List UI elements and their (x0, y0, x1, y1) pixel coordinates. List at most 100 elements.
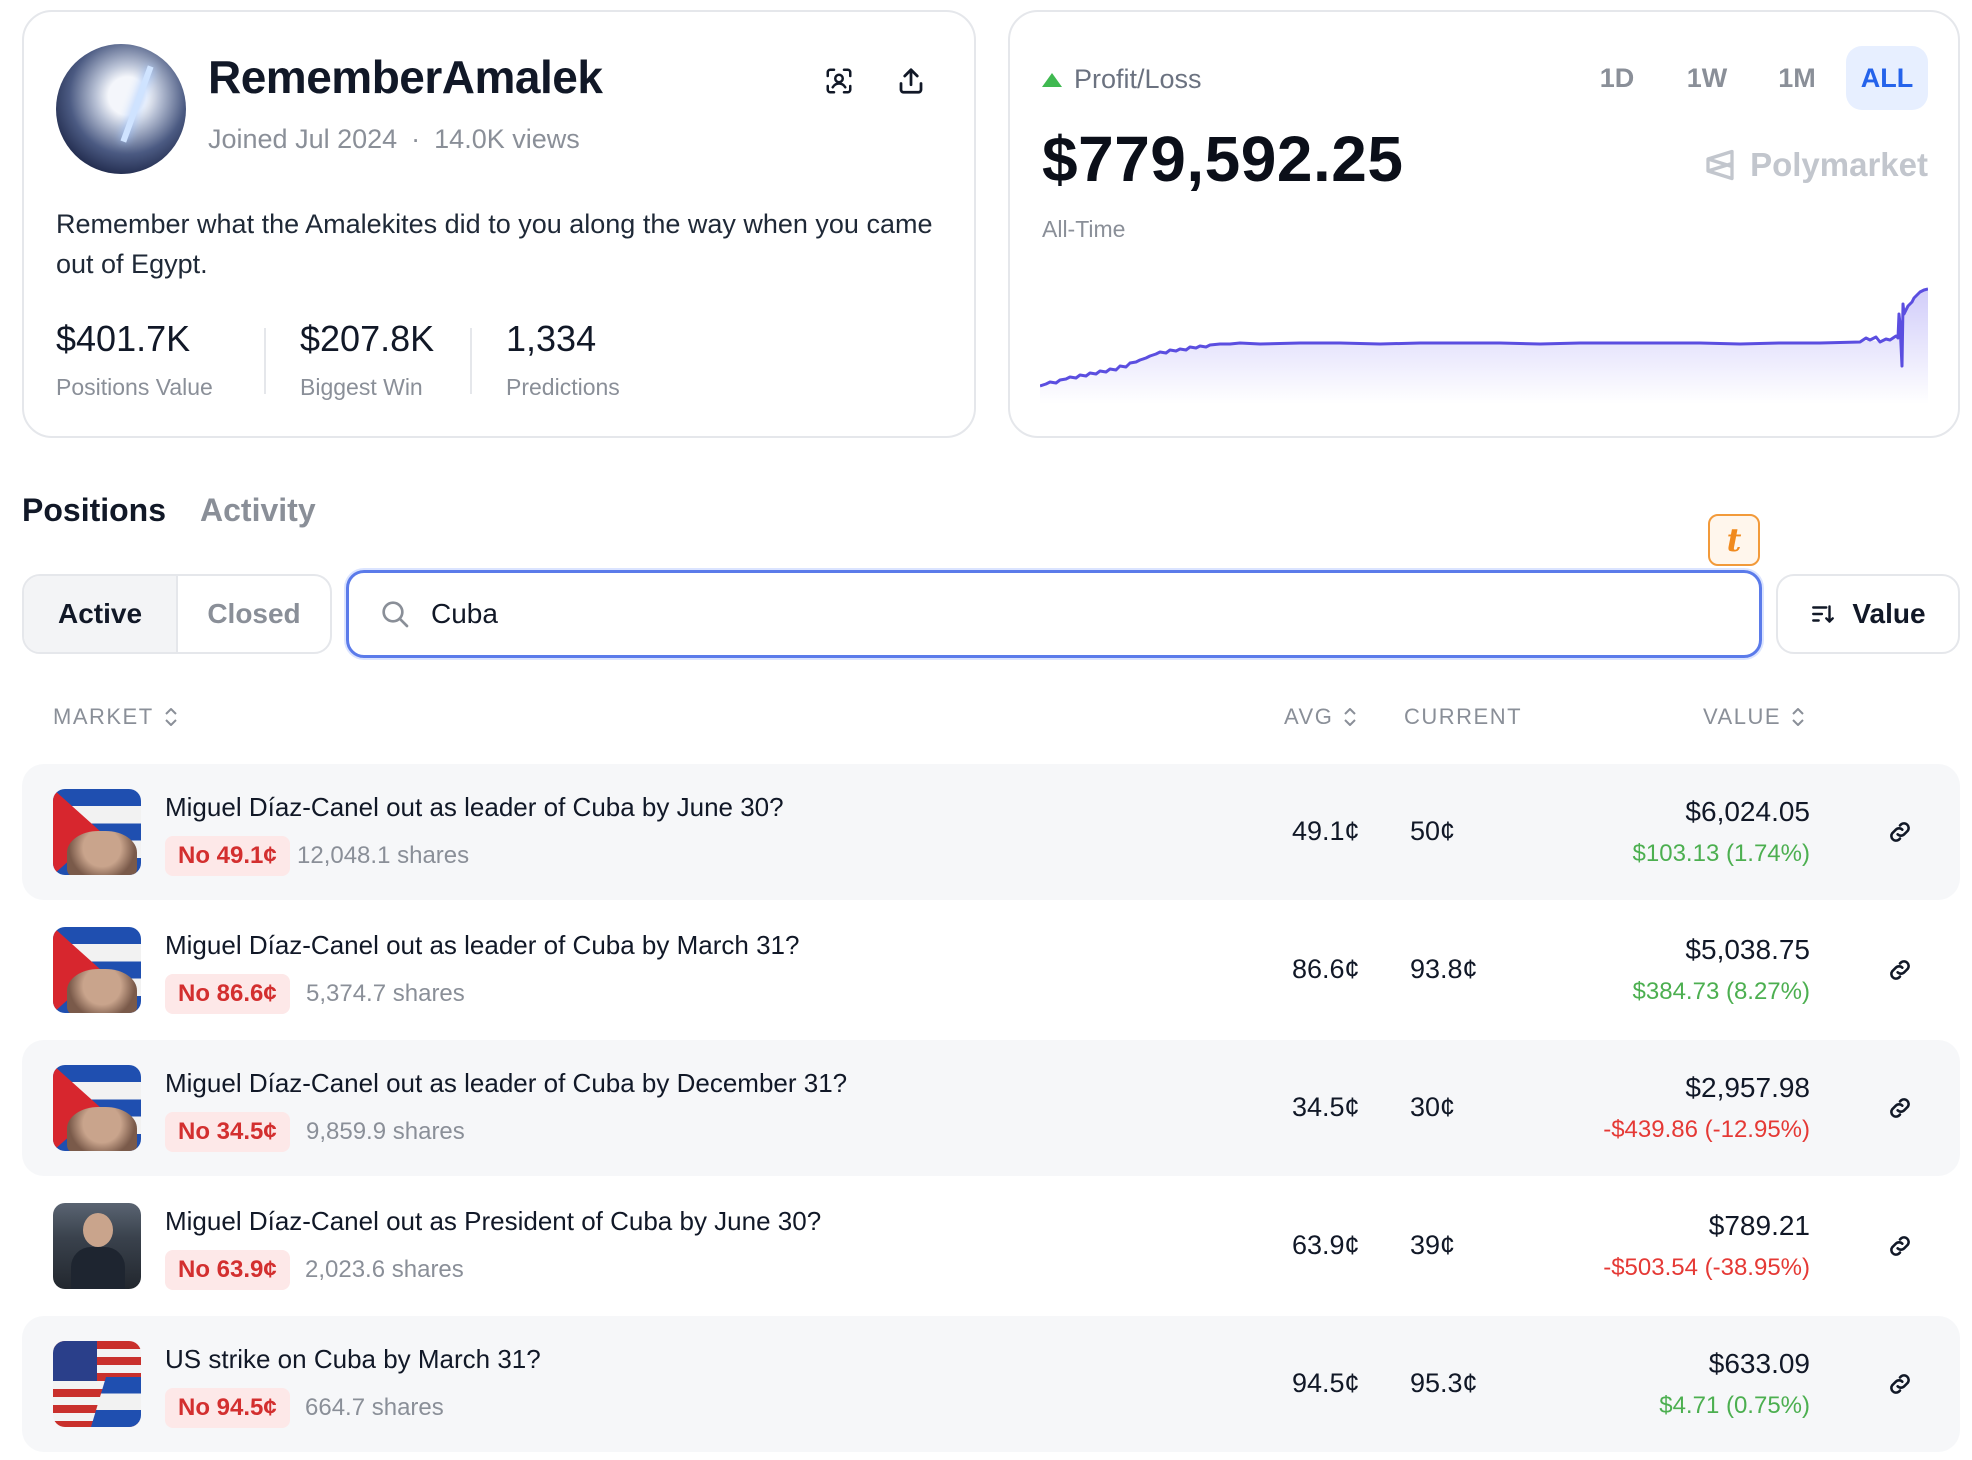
stat-value: $401.7K (56, 318, 191, 359)
market-title[interactable]: Miguel Díaz-Canel out as leader of Cuba … (165, 1068, 848, 1098)
column-header-label: AVG (1284, 704, 1334, 729)
link-button[interactable] (1882, 1090, 1918, 1126)
market-title[interactable]: Miguel Díaz-Canel out as President of Cu… (165, 1206, 822, 1236)
share-count: 2,023.6 shares (305, 1256, 464, 1283)
chart-line (1040, 287, 1928, 388)
link-button[interactable] (1882, 952, 1918, 988)
view-count: 14.0K views (434, 124, 580, 154)
polymarket-brand: Polymarket (1702, 146, 1928, 184)
search-box[interactable] (346, 570, 1762, 658)
sort-icon (1812, 605, 1835, 623)
search-input[interactable] (431, 598, 1631, 630)
section-tabs: Positions Activity (22, 492, 316, 529)
share-count: 12,048.1 shares (297, 842, 470, 869)
extension-badge-icon[interactable]: t (1708, 514, 1760, 566)
filter-active-button[interactable]: Active (24, 576, 178, 652)
link-icon (1890, 960, 1910, 980)
profit-loss-label: Profit/Loss (1042, 64, 1202, 95)
outcome-pill: No 94.5¢ (165, 1388, 290, 1428)
table-row[interactable]: US strike on Cuba by March 31? No 94.5¢ … (22, 1316, 1960, 1452)
outcome-pill: No 34.5¢ (165, 1112, 290, 1152)
tab-activity[interactable]: Activity (200, 492, 316, 528)
position-pnl: $103.13 (1.74%) (1632, 840, 1810, 867)
sort-updown-icon (1792, 708, 1804, 726)
position-pnl: $4.71 (0.75%) (1659, 1392, 1810, 1419)
position-value: $633.09 (1708, 1348, 1810, 1379)
sort-label: Value (1852, 598, 1926, 629)
search-icon (382, 601, 409, 628)
column-header-market[interactable]: MARKET (53, 704, 180, 730)
market-title[interactable]: Miguel Díaz-Canel out as leader of Cuba … (165, 930, 800, 960)
link-icon (1890, 1098, 1910, 1118)
column-header-label: MARKET (53, 704, 154, 729)
share-count: 664.7 shares (305, 1394, 444, 1421)
stat-predictions: 1,334 Predictions (506, 318, 620, 401)
stat-label: Predictions (506, 374, 620, 400)
position-pnl: -$439.86 (-12.95%) (1603, 1116, 1810, 1143)
profile-meta: Joined Jul 2024 · 14.0K views (208, 124, 580, 155)
table-row[interactable]: Miguel Díaz-Canel out as leader of Cuba … (22, 1040, 1960, 1176)
market-thumbnail (53, 1065, 141, 1151)
range-tab-1w[interactable]: 1W (1686, 62, 1728, 93)
market-thumbnail (53, 789, 141, 875)
separator-dot: · (411, 124, 421, 154)
avg-price: 86.6¢ (1292, 954, 1360, 984)
table-row[interactable]: Miguel Díaz-Canel out as leader of Cuba … (22, 764, 1960, 900)
link-button[interactable] (1882, 1366, 1918, 1402)
position-value: $789.21 (1708, 1210, 1810, 1241)
stat-divider (470, 328, 472, 394)
column-header-avg[interactable]: AVG (1284, 704, 1359, 730)
username: RememberAmalek (208, 51, 603, 103)
link-icon (1890, 1374, 1910, 1394)
current-price: 95.3¢ (1410, 1368, 1478, 1398)
sort-updown-icon (164, 708, 177, 726)
column-header-label: VALUE (1703, 704, 1782, 729)
profit-loss-card: Profit/Loss 1D 1W 1M ALL $779,592.25 All… (1008, 10, 1960, 438)
outcome-pill: No 86.6¢ (165, 974, 290, 1014)
outcome-pill: No 49.1¢ (165, 836, 290, 876)
position-pnl: $384.73 (8.27%) (1632, 978, 1810, 1005)
stat-label: Positions Value (56, 374, 213, 400)
profit-loss-text: Profit/Loss (1074, 64, 1202, 94)
position-value: $2,957.98 (1685, 1072, 1810, 1103)
profit-loss-period: All-Time (1042, 216, 1126, 242)
current-price: 50¢ (1410, 816, 1456, 846)
position-value: $6,024.05 (1685, 796, 1810, 827)
column-header-current: CURRENT (1404, 704, 1522, 730)
range-tab-1m[interactable]: 1M (1778, 62, 1816, 93)
link-icon (1890, 1236, 1910, 1256)
current-price: 39¢ (1410, 1230, 1456, 1260)
market-thumbnail (53, 1203, 141, 1289)
share-count: 5,374.7 shares (306, 980, 465, 1007)
stat-value: $207.8K (300, 318, 435, 359)
market-title[interactable]: Miguel Díaz-Canel out as leader of Cuba … (165, 792, 784, 822)
avatar[interactable] (56, 44, 186, 174)
link-button[interactable] (1882, 1228, 1918, 1264)
market-title[interactable]: US strike on Cuba by March 31? (165, 1344, 541, 1374)
profit-loss-chart (1040, 287, 1928, 404)
current-price: 30¢ (1410, 1092, 1456, 1122)
profit-loss-value: $779,592.25 (1042, 123, 1404, 195)
polymarket-logo-icon (1706, 149, 1734, 181)
sort-button[interactable]: Value (1776, 574, 1960, 654)
share-count: 9,859.9 shares (306, 1118, 465, 1145)
market-thumbnail (53, 927, 141, 1013)
table-row[interactable]: Miguel Díaz-Canel out as leader of Cuba … (22, 902, 1960, 1038)
link-button[interactable] (1882, 814, 1918, 850)
share-button[interactable] (890, 60, 932, 102)
column-header-value[interactable]: VALUE (1703, 704, 1807, 730)
column-header-label: CURRENT (1404, 704, 1523, 729)
range-tab-1d[interactable]: 1D (1599, 62, 1635, 93)
face-scan-button[interactable] (818, 60, 860, 102)
joined-date: Joined Jul 2024 (208, 124, 398, 154)
tab-positions[interactable]: Positions (22, 492, 167, 528)
filter-closed-button[interactable]: Closed (207, 598, 301, 629)
stat-biggest-win: $207.8K Biggest Win (300, 318, 434, 401)
position-value: $5,038.75 (1685, 934, 1810, 965)
stat-value: 1,334 (506, 318, 597, 359)
bio: Remember what the Amalekites did to you … (56, 209, 933, 279)
range-tab-all[interactable]: ALL (1846, 46, 1928, 110)
avg-price: 49.1¢ (1292, 816, 1360, 846)
range-tabs: 1D 1W 1M ALL (1576, 46, 1928, 110)
table-row[interactable]: Miguel Díaz-Canel out as President of Cu… (22, 1178, 1960, 1314)
